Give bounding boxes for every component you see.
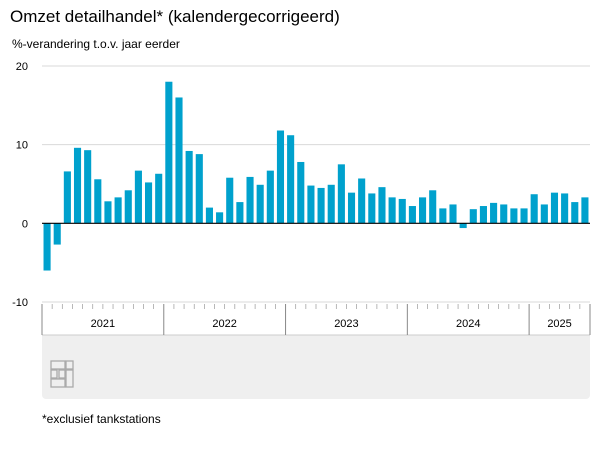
bars xyxy=(43,81,589,271)
bar xyxy=(419,197,427,224)
footnote: *exclusief tankstations xyxy=(42,412,161,426)
bar xyxy=(520,208,528,224)
bar xyxy=(439,208,447,224)
bar xyxy=(398,198,406,224)
bar xyxy=(205,207,213,224)
logo-block xyxy=(58,369,66,379)
bar xyxy=(581,197,589,224)
bar xyxy=(347,192,356,224)
bar xyxy=(327,184,335,224)
bar xyxy=(175,97,183,224)
y-axis-unit-label: %-verandering t.o.v. jaar eerder xyxy=(12,37,180,51)
year-label: 2022 xyxy=(212,318,236,330)
bar xyxy=(246,176,254,224)
bar xyxy=(84,150,92,224)
chart-title: Omzet detailhandel* (kalendergecorrigeer… xyxy=(10,7,340,26)
logo-block xyxy=(50,369,58,379)
bar xyxy=(550,192,559,224)
bar xyxy=(155,173,163,224)
bar xyxy=(276,130,285,224)
bar xyxy=(510,208,518,224)
bar xyxy=(134,170,142,224)
timeline-band xyxy=(42,304,590,335)
bar xyxy=(73,147,82,224)
bar xyxy=(63,171,71,224)
gridlines xyxy=(42,65,590,303)
bar xyxy=(266,170,274,224)
bar xyxy=(104,201,112,224)
bar xyxy=(256,184,264,224)
bar xyxy=(94,179,102,224)
bar xyxy=(378,187,386,224)
year-label: 2025 xyxy=(547,318,571,330)
bar xyxy=(216,212,224,224)
bar xyxy=(226,177,234,224)
bar xyxy=(500,204,508,224)
year-label: 2023 xyxy=(334,318,358,330)
bar xyxy=(408,206,416,224)
logo-block xyxy=(65,369,74,388)
bar xyxy=(145,182,153,224)
bar xyxy=(540,204,548,224)
bar xyxy=(388,197,396,224)
bar xyxy=(530,194,538,224)
logo-block xyxy=(50,360,66,370)
time-axis: 2021 2022 2023 2024 2025 xyxy=(41,304,591,399)
bar xyxy=(297,161,305,224)
y-tick-label: -10 xyxy=(12,297,28,309)
bar xyxy=(195,154,203,224)
bar xyxy=(185,150,193,224)
y-axis-ticks: -10 0 10 20 xyxy=(12,61,28,309)
bar xyxy=(114,197,122,224)
bar xyxy=(490,202,498,224)
y-tick-label: 10 xyxy=(16,140,28,152)
bar xyxy=(368,193,376,224)
bar xyxy=(561,193,569,224)
bar xyxy=(429,190,437,224)
bar xyxy=(571,202,579,224)
bar xyxy=(337,164,345,224)
bar xyxy=(165,81,173,224)
bar xyxy=(479,206,487,224)
y-tick-label: 20 xyxy=(16,61,28,73)
bar xyxy=(358,178,366,224)
year-label: 2021 xyxy=(91,318,115,330)
bar xyxy=(449,204,457,224)
bar xyxy=(53,223,61,245)
bar xyxy=(236,202,244,224)
bar xyxy=(307,185,315,224)
bar xyxy=(459,223,467,229)
bar xyxy=(43,223,51,271)
cbs-logo-icon xyxy=(50,360,74,388)
year-label: 2024 xyxy=(456,318,480,330)
bar xyxy=(317,187,325,224)
bar-chart: -10 0 10 20 2021 2022 2023 2024 2025 xyxy=(12,61,591,399)
bar xyxy=(124,190,132,224)
cbs-logo xyxy=(50,360,74,388)
logo-block xyxy=(65,360,74,370)
bar xyxy=(469,209,477,224)
logo-block xyxy=(50,378,66,388)
bar xyxy=(287,135,295,224)
y-tick-label: 0 xyxy=(22,218,28,230)
